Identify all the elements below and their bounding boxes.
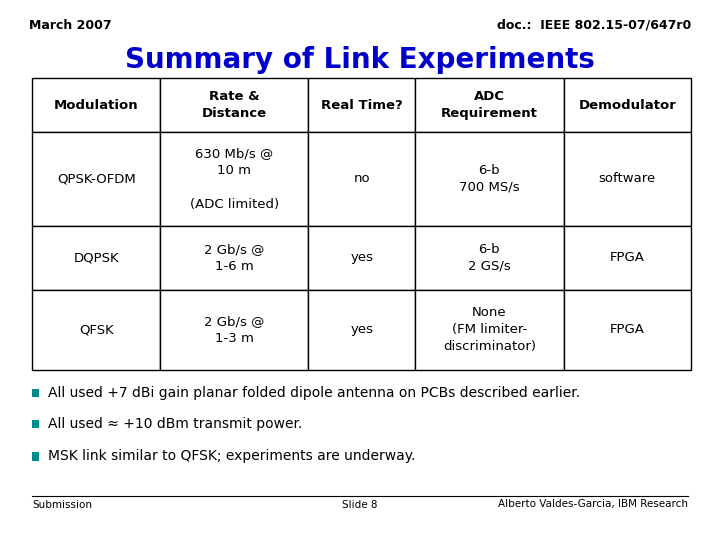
Text: FPGA: FPGA — [610, 251, 645, 264]
Text: FPGA: FPGA — [610, 323, 645, 336]
Text: doc.:  IEEE 802.15-07/647r0: doc.: IEEE 802.15-07/647r0 — [497, 19, 691, 32]
Text: March 2007: March 2007 — [29, 19, 112, 32]
Text: QPSK-OFDM: QPSK-OFDM — [57, 172, 135, 185]
Text: 2 Gb/s @
1-6 m: 2 Gb/s @ 1-6 m — [204, 242, 264, 273]
Text: QFSK: QFSK — [78, 323, 114, 336]
Text: DQPSK: DQPSK — [73, 251, 119, 264]
Text: 6-b
2 GS/s: 6-b 2 GS/s — [468, 242, 510, 273]
Text: MSK link similar to QFSK; experiments are underway.: MSK link similar to QFSK; experiments ar… — [48, 449, 415, 463]
Text: All used +7 dBi gain planar folded dipole antenna on PCBs described earlier.: All used +7 dBi gain planar folded dipol… — [48, 386, 580, 400]
Text: no: no — [354, 172, 370, 185]
Text: yes: yes — [351, 323, 373, 336]
Text: ADC
Requirement: ADC Requirement — [441, 90, 538, 120]
Text: Demodulator: Demodulator — [578, 99, 676, 112]
Text: Summary of Link Experiments: Summary of Link Experiments — [125, 46, 595, 74]
Text: None
(FM limiter-
discriminator): None (FM limiter- discriminator) — [443, 306, 536, 353]
Text: Slide 8: Slide 8 — [342, 500, 378, 510]
Text: Submission: Submission — [32, 500, 92, 510]
Text: All used ≈ +10 dBm transmit power.: All used ≈ +10 dBm transmit power. — [48, 417, 302, 431]
Text: software: software — [599, 172, 656, 185]
Text: yes: yes — [351, 251, 373, 264]
Text: 2 Gb/s @
1-3 m: 2 Gb/s @ 1-3 m — [204, 315, 264, 345]
Text: Real Time?: Real Time? — [321, 99, 402, 112]
Text: Alberto Valdes-Garcia, IBM Research: Alberto Valdes-Garcia, IBM Research — [498, 500, 688, 510]
Text: Modulation: Modulation — [54, 99, 138, 112]
Text: 630 Mb/s @
10 m

(ADC limited): 630 Mb/s @ 10 m (ADC limited) — [189, 147, 279, 211]
Text: 6-b
700 MS/s: 6-b 700 MS/s — [459, 164, 520, 194]
Text: Rate &
Distance: Rate & Distance — [202, 90, 266, 120]
